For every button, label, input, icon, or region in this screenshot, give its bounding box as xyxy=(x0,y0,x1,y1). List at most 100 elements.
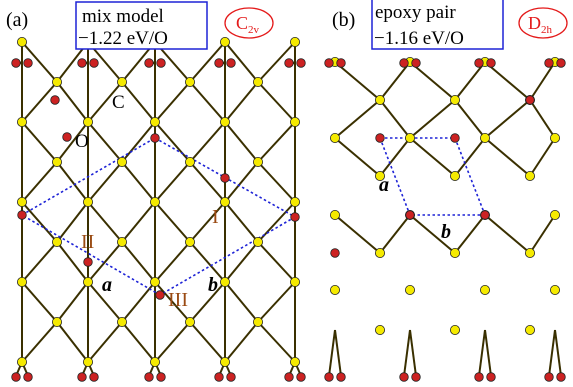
bond xyxy=(379,137,411,177)
carbon-atom xyxy=(83,196,94,207)
cell-edge xyxy=(379,137,411,216)
bond xyxy=(454,214,486,254)
panel-b-carbon-atoms xyxy=(329,57,561,335)
model-info-box xyxy=(371,0,504,50)
carbon-atom xyxy=(52,156,63,167)
site-label-I: I xyxy=(212,206,219,228)
carbon-label: C xyxy=(112,92,125,113)
oxygen-atom xyxy=(296,372,306,382)
bond xyxy=(257,81,296,123)
carbon-atom xyxy=(149,356,160,367)
bond xyxy=(224,81,259,123)
carbon-atom xyxy=(289,117,300,128)
carbon-atom xyxy=(83,276,94,287)
cell-edge xyxy=(21,137,156,216)
bond xyxy=(189,161,226,203)
bond xyxy=(21,121,58,163)
panel-a-oxygen-atoms xyxy=(11,58,306,382)
oxygen-atom xyxy=(556,58,566,68)
oxygen-atom xyxy=(11,58,21,68)
bond xyxy=(21,241,58,283)
carbon-atom xyxy=(149,117,160,128)
carbon-atom xyxy=(404,284,415,295)
bond xyxy=(87,281,123,323)
bond xyxy=(154,201,191,243)
site-label-III: III xyxy=(168,289,188,311)
oxygen-atom xyxy=(89,58,99,68)
carbon-atom xyxy=(52,236,63,247)
carbon-atom xyxy=(117,236,128,247)
bond xyxy=(334,329,342,377)
bond xyxy=(257,321,296,363)
lattice-vector-a: a xyxy=(379,174,389,196)
bond xyxy=(409,137,456,177)
carbon-atom xyxy=(404,132,415,143)
bond xyxy=(334,137,381,177)
oxygen-atom xyxy=(62,132,72,142)
bond xyxy=(257,281,296,323)
oxygen-atom xyxy=(399,58,409,68)
bond xyxy=(121,281,156,323)
symmetry-subscript: 2h xyxy=(541,24,553,36)
bond xyxy=(154,241,191,283)
oxygen-atom xyxy=(77,372,87,382)
carbon-atom xyxy=(16,356,27,367)
bond xyxy=(189,321,226,363)
bond xyxy=(478,329,486,377)
oxygen-atom xyxy=(11,372,21,382)
bond xyxy=(484,61,531,101)
bond xyxy=(154,161,191,203)
oxygen-atom xyxy=(214,372,224,382)
oxygen-atom xyxy=(50,95,60,105)
bond xyxy=(56,281,89,323)
bond xyxy=(56,241,89,283)
panel-b: (b) epoxy pair −1.16 eV/O D2h a b xyxy=(324,0,568,382)
lattice-vector-b: b xyxy=(441,221,451,243)
bond xyxy=(409,214,456,254)
bond xyxy=(224,41,259,83)
bond xyxy=(56,201,89,243)
oxygen-atom xyxy=(89,372,99,382)
carbon-atom xyxy=(329,284,340,295)
bond xyxy=(257,161,296,203)
oxygen-atom xyxy=(156,372,166,382)
bond xyxy=(56,121,89,163)
carbon-atom xyxy=(219,356,230,367)
carbon-atom xyxy=(449,324,460,335)
site-label-II: II xyxy=(81,231,94,253)
bond xyxy=(87,81,123,123)
carbon-atom xyxy=(329,132,340,143)
carbon-atom xyxy=(550,209,561,220)
carbon-atom xyxy=(16,196,27,207)
oxygen-atom xyxy=(144,372,154,382)
oxygen-atom xyxy=(220,173,230,183)
bond xyxy=(21,41,58,83)
carbon-atom xyxy=(252,156,263,167)
panel-a-bonds xyxy=(15,41,302,377)
carbon-atom xyxy=(374,247,385,258)
oxygen-atom xyxy=(330,248,340,258)
bond xyxy=(257,241,296,283)
carbon-atom xyxy=(525,324,536,335)
oxygen-atom xyxy=(405,210,415,220)
bond xyxy=(21,161,58,203)
carbon-atom xyxy=(289,356,300,367)
carbon-atom xyxy=(16,276,27,287)
bond xyxy=(409,99,456,139)
oxygen-atom xyxy=(17,210,27,220)
bond xyxy=(121,161,156,203)
cell-edge xyxy=(21,214,161,296)
bond xyxy=(454,99,486,139)
oxygen-atom xyxy=(156,58,166,68)
bond xyxy=(189,241,226,283)
oxygen-atom xyxy=(144,58,154,68)
panel-a-carbon-atoms xyxy=(16,37,300,367)
carbon-atom xyxy=(479,284,490,295)
oxygen-atom xyxy=(77,58,87,68)
symmetry-label: C2v xyxy=(236,13,260,36)
symmetry-subscript: 2v xyxy=(248,24,260,36)
binding-energy: −1.16 eV/O xyxy=(374,28,464,49)
oxygen-atom xyxy=(411,372,421,382)
model-name: epoxy pair xyxy=(375,2,456,23)
oxygen-atom xyxy=(474,372,484,382)
